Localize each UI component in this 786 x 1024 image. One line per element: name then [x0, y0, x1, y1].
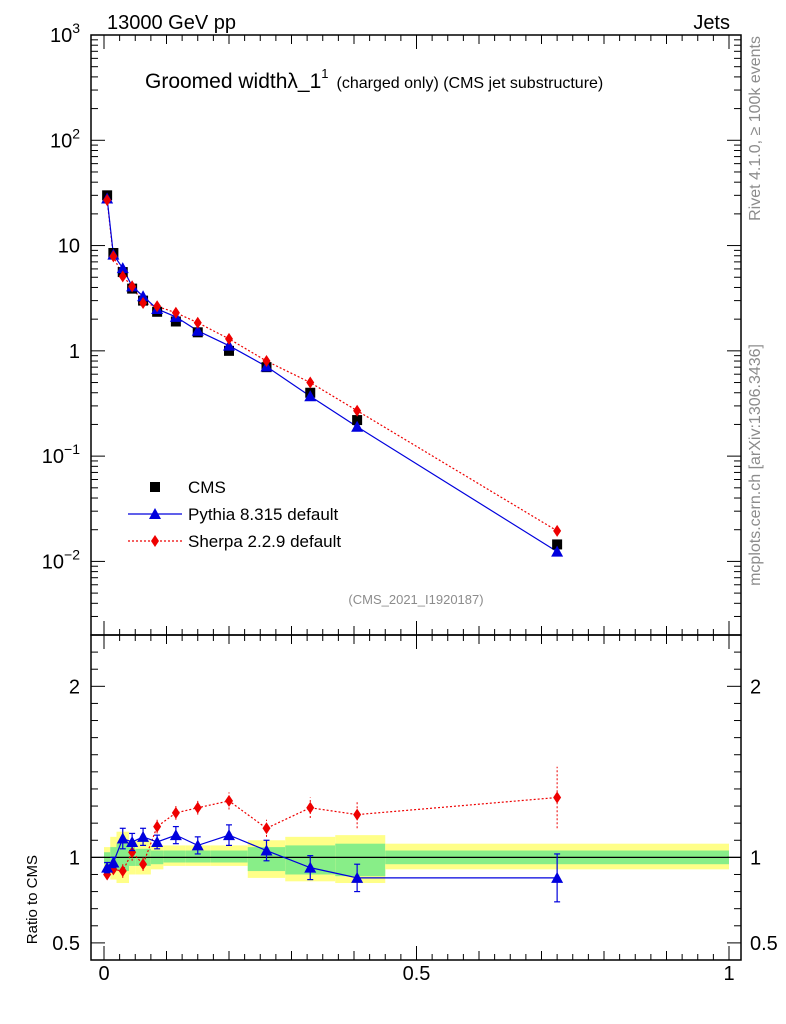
pythia-point [223, 339, 235, 351]
sherpa-ratio-point [353, 808, 362, 821]
sherpa-point [171, 306, 180, 319]
main-ytick-label-base: 10 [42, 446, 64, 468]
main-ytick-label-exp: 3 [72, 20, 80, 36]
pythia-point [304, 390, 317, 402]
ratio-ytick-label-1: 1 [69, 847, 80, 869]
ratio-plot-frame [90, 634, 742, 961]
sherpa-point [128, 280, 137, 293]
pythia-ratio-point [116, 832, 129, 844]
ratio-series-layer [101, 766, 564, 903]
sherpa-point [553, 524, 562, 537]
ratio-ytick-label-right-1: 1 [750, 847, 761, 869]
main-ytick-label-4: 10−1 [42, 441, 80, 468]
side-lower-text: mcplots.cern.ch [arXiv:1306.3436] [747, 344, 764, 586]
main-ytick-label-base: 10 [42, 551, 64, 573]
band-inner-6 [163, 850, 186, 863]
main-ytick-label-base: 10 [58, 236, 80, 258]
side-upper-text: Rivet 4.1.0, ≥ 100k events [747, 36, 764, 221]
legend-label-2: Sherpa 2.2.9 default [188, 532, 341, 551]
sherpa-point [118, 270, 127, 283]
pythia-point [351, 420, 364, 432]
pythia-ratio-point [551, 871, 564, 883]
pythia-ratio-point [304, 861, 317, 873]
sherpa-point [262, 355, 271, 368]
legend-label-0: CMS [188, 478, 226, 497]
pythia-ratio-point [169, 829, 182, 841]
main-ytick-label-exp: −1 [64, 441, 80, 457]
legend-marker-cms [150, 482, 160, 492]
sherpa-point [306, 376, 315, 389]
main-ytick-label-base: 1 [69, 341, 80, 363]
sherpa-point [139, 296, 148, 309]
pythia-ratio-point [107, 856, 120, 868]
sherpa-ratio-point [153, 820, 162, 833]
sherpa-point [353, 404, 362, 417]
main-ytick-label-3: 1 [69, 341, 80, 363]
cms-point [352, 415, 363, 426]
xtick-label-1: 0.5 [403, 963, 431, 985]
sherpa-point [109, 250, 118, 263]
cms-point [224, 345, 234, 356]
ratio-ytick-label-0: 0.5 [52, 933, 80, 955]
sherpa-point [103, 194, 112, 207]
band-inner-11 [335, 843, 386, 877]
pythia-point [116, 262, 129, 274]
sherpa-line [106, 200, 558, 532]
sherpa-point [225, 332, 233, 345]
pythia-ratio-point [260, 844, 273, 856]
sherpa-ratio-point [193, 801, 202, 814]
pythia-line [106, 198, 558, 553]
xtick-label-2: 1 [723, 963, 734, 985]
sherpa-ratio-point [128, 846, 137, 859]
band-inner-0 [104, 852, 111, 865]
cms-point [552, 539, 563, 550]
sherpa-point [193, 316, 202, 329]
ratio-ylabel: Ratio to CMS [24, 855, 41, 944]
band-inner-8 [210, 850, 248, 863]
sherpa-ratio-point [171, 806, 180, 819]
sherpa-ratio-point [262, 822, 271, 835]
analysis-tag: (CMS_2021_I1920187) [348, 592, 483, 607]
main-ytick-label-0: 103 [50, 20, 80, 47]
chart-title: Groomed widthλ_11(charged only) (CMS jet… [145, 66, 603, 93]
sherpa-ratio-point [306, 801, 315, 814]
pythia-ratio-point [223, 829, 235, 841]
main-ytick-label-exp: −2 [64, 546, 80, 562]
pythia-ratio-point [101, 861, 114, 873]
sherpa-point [153, 300, 162, 313]
legend-marker-pythia [149, 508, 161, 519]
header-right: Jets [693, 12, 730, 34]
main-ytick-label-exp: 2 [72, 125, 80, 141]
pythia-ratio-point [137, 830, 150, 842]
band-inner-7 [185, 850, 211, 863]
pythia-ratio-point [191, 839, 204, 851]
legend-label-1: Pythia 8.315 default [188, 505, 339, 524]
main-series-layer [101, 190, 564, 557]
legend-marker-sherpa [151, 535, 159, 547]
sherpa-ratio-point [553, 791, 562, 804]
xtick-label-0: 0 [98, 963, 109, 985]
ratio-ytick-label-right-0: 0.5 [750, 933, 778, 955]
legend: CMS Pythia 8.315 default Sherpa 2.2.9 defa… [128, 478, 341, 551]
main-ytick-label-2: 10 [58, 236, 80, 258]
axis-ticks [91, 34, 741, 961]
main-ytick-label-5: 10−2 [42, 546, 80, 573]
sherpa-ratio-point [139, 858, 148, 871]
main-ytick-label-base: 10 [50, 25, 72, 47]
pythia-point [551, 545, 564, 557]
main-ytick-label-base: 10 [50, 130, 72, 152]
sherpa-ratio-point [225, 794, 233, 807]
sherpa-ratio-point [118, 865, 127, 878]
header-left: 13000 GeV pp [107, 12, 236, 34]
main-ytick-label-1: 102 [50, 125, 80, 152]
pythia-point [137, 290, 150, 302]
pythia-ratio-point [151, 835, 164, 847]
ratio-ytick-label-right-2: 2 [750, 676, 761, 698]
pythia-ratio-point [126, 835, 139, 847]
pythia-ratio-point [351, 871, 364, 883]
pythia-point [191, 324, 204, 336]
ratio-ytick-label-2: 2 [69, 676, 80, 698]
